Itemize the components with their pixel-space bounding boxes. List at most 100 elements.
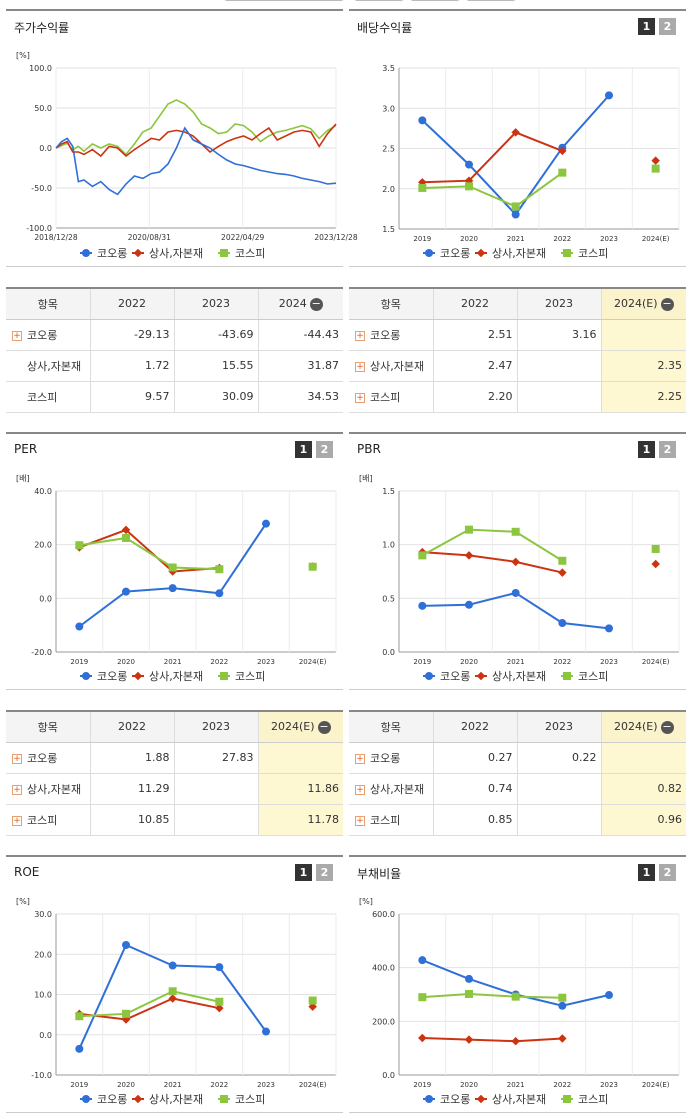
kospi-point xyxy=(465,182,473,191)
x-tick-label: 2021 xyxy=(507,1081,525,1089)
column-header: 2022 xyxy=(89,288,174,320)
kolon-point xyxy=(425,1095,433,1103)
kospi-point xyxy=(558,556,567,565)
row-label: 코오롱 xyxy=(370,328,401,342)
value-cell xyxy=(516,350,601,382)
view-2-button[interactable]: 2 xyxy=(659,864,676,881)
column-header-label: 2024 xyxy=(278,297,307,310)
value-cell: -44.43 xyxy=(257,319,343,351)
y-tick-label: 2.0 xyxy=(382,185,395,194)
kolon-point xyxy=(215,589,224,598)
legend-label: 상사,자본재 xyxy=(492,670,546,683)
panel-title: 주가수익률 xyxy=(14,21,70,35)
column-header: 2023 xyxy=(173,288,258,320)
column-header: 항목 xyxy=(6,288,90,320)
expand-plus-icon[interactable]: + xyxy=(12,330,22,341)
y-unit-label: [%] xyxy=(16,897,30,906)
panel-roe: ROE 1 2 [%] 30.0 20.0 10.0 0.0 -10.0 2019 2020 2… xyxy=(6,855,343,1113)
value-cell: 27.83 xyxy=(173,742,258,774)
view-1-button[interactable]: 1 xyxy=(638,441,655,458)
table-row: + 상사,자본재 2.47 2.35 xyxy=(349,350,686,382)
expand-plus-icon[interactable]: + xyxy=(12,815,22,826)
view-2-button[interactable]: 2 xyxy=(659,18,676,35)
kolon-point xyxy=(82,249,90,257)
top-control-fragment xyxy=(410,0,460,1)
y-tick-label: 0.0 xyxy=(39,594,52,603)
kolon-point xyxy=(262,519,270,528)
y-tick-label: 0.0 xyxy=(382,648,395,657)
row-label: 상사,자본재 xyxy=(27,359,82,373)
x-tick-label: 2019 xyxy=(413,235,431,243)
x-tick-label: 2022 xyxy=(553,658,571,666)
view-2-button[interactable]: 2 xyxy=(316,864,333,881)
value-cell: 3.16 xyxy=(516,319,601,351)
column-header: 2024− xyxy=(257,288,343,320)
value-cell: 0.96 xyxy=(600,804,686,836)
view-2-button[interactable]: 2 xyxy=(659,441,676,458)
view-1-button[interactable]: 1 xyxy=(638,864,655,881)
kolon-point xyxy=(168,961,177,970)
legend-label: 코오롱 xyxy=(440,1093,470,1106)
collapse-icon[interactable]: − xyxy=(317,719,331,734)
row-label-cell: 코스피 xyxy=(6,381,90,413)
view-1-button[interactable]: 1 xyxy=(638,18,655,35)
column-header: 2024(E) − xyxy=(600,288,686,320)
row-label: 코스피 xyxy=(27,813,58,827)
sangsa-point xyxy=(476,1094,486,1104)
expand-plus-icon[interactable]: + xyxy=(355,784,365,795)
x-tick-label: 2020 xyxy=(460,235,478,243)
kospi-point xyxy=(511,527,520,536)
expand-plus-icon[interactable]: + xyxy=(355,392,365,403)
column-header-label: 2023 xyxy=(202,720,230,734)
y-tick-label: 10.0 xyxy=(34,991,52,1000)
value-cell: 15.55 xyxy=(173,350,258,382)
value-cell: 0.85 xyxy=(432,804,517,836)
kospi-point xyxy=(215,565,224,574)
sangsa-line xyxy=(422,1036,563,1043)
expand-plus-icon[interactable]: + xyxy=(355,330,365,341)
legend-label: 코오롱 xyxy=(97,670,127,683)
legend-label: 코스피 xyxy=(578,670,608,683)
view-1-button[interactable]: 1 xyxy=(295,864,312,881)
kolon-point xyxy=(605,91,613,100)
legend-label: 코스피 xyxy=(235,1093,265,1106)
kospi-point xyxy=(511,992,520,1001)
y-tick-label: -10.0 xyxy=(31,1071,52,1080)
kolon-point xyxy=(75,622,84,631)
y-tick-label: 0.0 xyxy=(39,144,52,153)
column-header: 2022 xyxy=(432,711,517,743)
table-header-row: 항목 2022 2023 2024− xyxy=(6,288,343,320)
sangsa-point xyxy=(651,559,660,569)
expand-plus-icon[interactable]: + xyxy=(12,753,22,764)
expand-plus-icon[interactable]: + xyxy=(355,361,365,372)
panel-pbr: PBR 1 2 [배] 1.5 1.0 0.5 0.0 2019 2020 2021 2022 2… xyxy=(349,432,686,690)
y-tick-label: 30.0 xyxy=(34,910,52,919)
sangsa-line xyxy=(78,528,220,573)
x-tick-label: 2024(E) xyxy=(642,235,670,243)
expand-plus-icon[interactable]: + xyxy=(12,784,22,795)
kospi-point xyxy=(168,563,177,572)
kospi-point xyxy=(308,996,317,1005)
legend-label: 코스피 xyxy=(235,247,265,260)
kospi-line xyxy=(422,171,563,208)
y-tick-label: 2.5 xyxy=(382,145,395,154)
kospi-line xyxy=(421,528,563,562)
expand-plus-icon[interactable]: + xyxy=(355,815,365,826)
collapse-icon[interactable]: − xyxy=(660,719,674,734)
view-2-button[interactable]: 2 xyxy=(316,441,333,458)
table-header-row: 항목 2022 2023 2024(E) − xyxy=(6,711,343,743)
x-tick-label: 2024(E) xyxy=(642,1081,670,1089)
view-1-button[interactable]: 1 xyxy=(295,441,312,458)
x-tick-label: 2018/12/28 xyxy=(34,233,77,242)
y-tick-label: 3.5 xyxy=(382,64,395,73)
column-header-label: 항목 xyxy=(37,297,58,311)
panel-title: 부채비율 xyxy=(357,867,402,881)
collapse-icon[interactable]: − xyxy=(309,296,323,311)
collapse-icon[interactable]: − xyxy=(660,296,674,311)
expand-plus-icon[interactable]: + xyxy=(355,753,365,764)
panel-title: PER xyxy=(14,442,38,456)
kolon-point xyxy=(425,672,433,680)
y-tick-label: 200.0 xyxy=(372,1017,395,1026)
kolon-point xyxy=(122,940,130,949)
